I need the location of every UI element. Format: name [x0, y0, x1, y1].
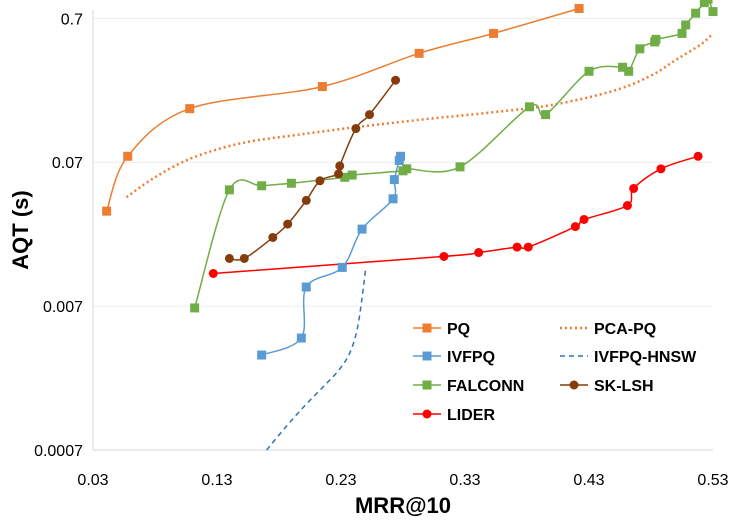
plot-area — [93, 10, 713, 450]
point-falconn — [190, 303, 200, 313]
point-sk-lsh — [283, 219, 293, 229]
y-ticks: 0.0007 0.007 0.07 0.7 — [34, 11, 83, 460]
legend-item-sk-lsh: SK-LSH — [560, 378, 654, 395]
series-line-pca-pq — [125, 32, 714, 199]
x-ticks: 0.03 0.13 0.23 0.33 0.43 0.53 — [77, 472, 728, 489]
legend: PQ PCA-PQ IVFPQ IVFPQ-HNSW FALCONN SK-LSH LIDE… — [413, 321, 697, 424]
point-lider — [693, 151, 703, 161]
point-falconn — [286, 178, 296, 188]
legend-label-lider: LIDER — [447, 407, 495, 424]
point-ivfpq — [301, 282, 311, 292]
point-pq — [185, 104, 195, 114]
point-falconn — [624, 66, 634, 76]
legend-label-pq: PQ — [447, 321, 470, 338]
point-sk-lsh — [391, 75, 401, 85]
point-pq — [123, 151, 133, 161]
point-ivfpq — [296, 333, 306, 343]
point-falconn — [224, 185, 234, 195]
point-falconn — [347, 170, 357, 180]
point-lider — [439, 251, 449, 261]
point-falconn — [257, 181, 267, 191]
point-sk-lsh — [315, 176, 325, 186]
legend-label-pca-pq: PCA-PQ — [594, 321, 656, 338]
point-lider — [579, 214, 589, 224]
point-falconn — [455, 162, 465, 172]
legend-marker-ivfpq — [422, 351, 432, 361]
x-tick-label: 0.13 — [201, 472, 232, 489]
point-ivfpq — [389, 175, 399, 185]
legend-item-ivfpq: IVFPQ — [413, 349, 495, 366]
point-ivfpq — [357, 224, 367, 234]
point-sk-lsh — [224, 253, 234, 263]
point-falconn — [402, 164, 412, 174]
point-lider — [523, 242, 533, 252]
point-ivfpq — [396, 151, 406, 161]
x-tick-label: 0.03 — [77, 472, 108, 489]
y-tick-label: 0.07 — [52, 155, 83, 172]
y-tick-label: 0.0007 — [34, 443, 83, 460]
point-sk-lsh — [334, 169, 344, 179]
x-axis-title: MRR@10 — [355, 493, 451, 518]
point-sk-lsh — [301, 195, 311, 205]
point-lider — [208, 268, 218, 278]
point-sk-lsh — [239, 253, 249, 263]
x-tick-label: 0.33 — [449, 472, 480, 489]
point-falconn — [681, 20, 691, 30]
series-line-ivfpq-hnsw — [266, 267, 367, 451]
x-tick-label: 0.43 — [573, 472, 604, 489]
point-falconn — [340, 172, 350, 182]
point-falconn — [651, 34, 661, 44]
point-pq — [317, 82, 327, 92]
legend-item-ivfpq-hnsw: IVFPQ-HNSW — [560, 349, 697, 366]
legend-label-ivfpq-hnsw: IVFPQ-HNSW — [594, 349, 697, 366]
point-falconn — [635, 44, 645, 54]
legend-marker-sk-lsh — [569, 380, 579, 390]
point-pq — [489, 28, 499, 38]
point-lider — [570, 222, 580, 232]
point-ivfpq — [388, 194, 398, 204]
legend-marker-pq — [422, 323, 432, 333]
legend-marker-falconn — [422, 380, 432, 390]
legend-label-falconn: FALCONN — [447, 378, 524, 395]
point-lider — [474, 248, 484, 258]
series-markers — [102, 0, 718, 360]
point-sk-lsh — [335, 161, 345, 171]
point-pq — [102, 206, 112, 216]
y-tick-label: 0.007 — [43, 299, 83, 316]
legend-label-ivfpq: IVFPQ — [447, 349, 495, 366]
point-lider — [622, 201, 632, 211]
legend-item-lider: LIDER — [413, 407, 495, 424]
y-tick-label: 0.7 — [61, 11, 83, 28]
point-sk-lsh — [365, 110, 375, 120]
point-falconn — [708, 7, 718, 17]
point-lider — [656, 164, 666, 174]
legend-label-sk-lsh: SK-LSH — [594, 378, 654, 395]
x-tick-label: 0.53 — [697, 472, 728, 489]
legend-item-falconn: FALCONN — [413, 378, 524, 395]
point-falconn — [691, 8, 701, 18]
point-sk-lsh — [268, 232, 278, 242]
point-falconn — [617, 62, 627, 72]
point-falconn — [703, 0, 713, 4]
y-axis-title: AQT (s) — [8, 190, 33, 269]
legend-item-pca-pq: PCA-PQ — [560, 321, 656, 338]
point-pq — [574, 3, 584, 13]
point-lider — [629, 183, 639, 193]
point-ivfpq — [337, 262, 347, 272]
point-falconn — [541, 110, 551, 120]
point-lider — [512, 242, 522, 252]
point-sk-lsh — [351, 124, 361, 134]
point-falconn — [584, 66, 594, 76]
point-ivfpq — [257, 350, 267, 360]
point-falconn — [524, 102, 534, 112]
x-tick-label: 0.23 — [325, 472, 356, 489]
point-pq — [414, 48, 424, 58]
legend-marker-lider — [422, 409, 432, 419]
point-falconn — [677, 28, 687, 38]
legend-item-pq: PQ — [413, 321, 470, 338]
